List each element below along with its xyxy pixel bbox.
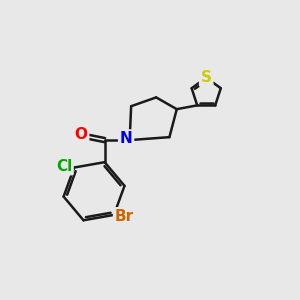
Text: Cl: Cl — [56, 159, 72, 174]
Text: Br: Br — [115, 209, 134, 224]
Text: N: N — [120, 131, 133, 146]
Text: S: S — [201, 70, 212, 85]
Text: O: O — [75, 127, 88, 142]
